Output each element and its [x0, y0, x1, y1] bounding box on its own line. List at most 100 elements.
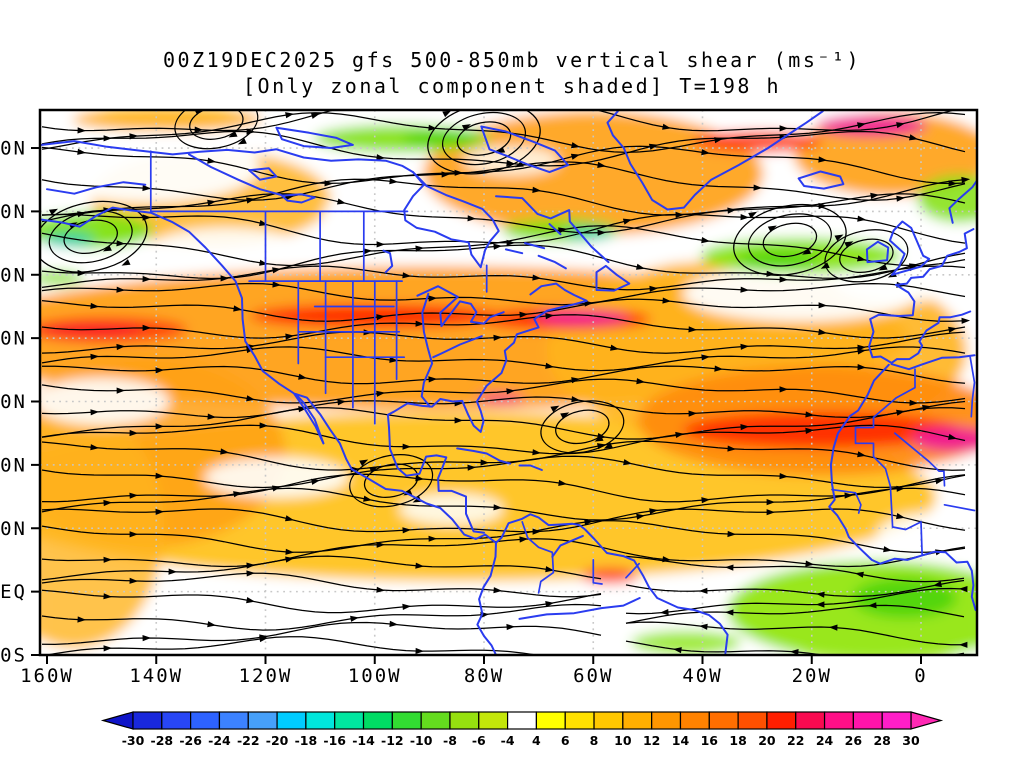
- colorbar-segment: [190, 711, 221, 730]
- streamline: [625, 579, 965, 598]
- latitude-tick-label: 60N: [0, 201, 27, 223]
- streamline-arrow: [246, 197, 255, 204]
- colorbar-tick-label: 12: [643, 733, 660, 748]
- coastline: [495, 195, 610, 264]
- streamline-arrow: [802, 248, 812, 255]
- streamline-arrow: [724, 564, 734, 571]
- streamline: [41, 603, 602, 631]
- streamline-arrow: [90, 444, 100, 451]
- streamline-arrow: [855, 571, 864, 578]
- streamline-arrow: [207, 413, 217, 420]
- streamline-arrow: [142, 324, 152, 331]
- streamline-arrow: [545, 601, 555, 608]
- coastline: [476, 541, 497, 654]
- streamline-arrow: [779, 386, 789, 393]
- streamline-arrow: [688, 410, 698, 417]
- streamline-arrow: [818, 156, 828, 163]
- border-line: [893, 432, 946, 487]
- streamline-arrow: [129, 577, 139, 584]
- coastline: [524, 242, 546, 250]
- vortex-ring: [747, 213, 832, 267]
- streamline-arrow: [467, 215, 477, 222]
- streamline-arrow: [493, 504, 503, 511]
- streamline-arrow: [246, 395, 255, 402]
- streamline-arrow: [77, 269, 87, 277]
- streamline-arrow: [571, 396, 581, 403]
- shading-blob: [402, 131, 479, 146]
- vortex-ring: [555, 409, 610, 445]
- streamline-arrow: [659, 609, 669, 616]
- streamline-arrow: [818, 328, 828, 336]
- colorbar-tick-label: 6: [561, 733, 570, 748]
- coastline: [504, 248, 524, 255]
- streamline-arrow: [415, 245, 425, 252]
- streamline-arrow: [636, 378, 646, 385]
- streamline-arrow: [870, 192, 880, 199]
- colorbar-segment: [449, 711, 480, 730]
- streamline-arrow: [816, 591, 825, 598]
- streamline-arrow: [867, 602, 877, 609]
- colorbar-segment: [276, 711, 307, 730]
- border-line: [854, 416, 894, 528]
- streamline-arrow: [701, 237, 710, 244]
- streamline-arrow: [285, 333, 295, 340]
- coastline: [386, 282, 588, 433]
- streamline-arrow: [701, 497, 711, 504]
- colorbar-tick-label: -26: [179, 733, 202, 748]
- streamline: [625, 587, 965, 615]
- shading-blob: [834, 259, 965, 304]
- streamline: [625, 555, 965, 583]
- streamline-arrow: [168, 568, 178, 575]
- streamline-arrow: [454, 417, 464, 424]
- streamline-arrow: [935, 478, 944, 485]
- streamline-arrow: [857, 215, 867, 222]
- colorbar-segment: [420, 711, 451, 730]
- shading-blob: [353, 605, 484, 642]
- streamline-arrow: [857, 348, 866, 355]
- colorbar-tick-label: 16: [701, 733, 719, 748]
- streamline-arrow: [116, 240, 126, 247]
- streamline-arrow: [272, 267, 281, 274]
- streamline-arrow: [285, 112, 294, 119]
- colorbar-tick-label: -20: [266, 733, 289, 748]
- streamline-arrow: [558, 227, 567, 234]
- colorbar-segment: [823, 711, 854, 730]
- streamline-arrow: [532, 186, 542, 193]
- streamline-arrow: [649, 508, 658, 515]
- coastline: [868, 276, 972, 364]
- streamline-arrow: [550, 405, 560, 413]
- colorbar-tick-label: 18: [729, 733, 746, 748]
- streamline-arrow: [376, 390, 386, 397]
- vortex-ring: [733, 203, 847, 276]
- coastline: [890, 354, 976, 371]
- streamline-arrow: [779, 276, 789, 283]
- colorbar-segment: [593, 711, 624, 730]
- streamline-arrow: [948, 326, 957, 333]
- streamline-arrow: [376, 154, 386, 161]
- streamline: [41, 244, 966, 280]
- streamline-arrow: [103, 135, 113, 142]
- streamline-arrow: [363, 248, 373, 255]
- colorbar-tick-label: -6: [472, 733, 486, 748]
- streamline-arrow: [519, 536, 529, 543]
- streamline-arrow: [740, 343, 750, 350]
- colorbar-segment: [478, 711, 509, 730]
- streamline-arrow: [441, 171, 451, 178]
- streamline-arrow: [237, 138, 247, 145]
- streamline-arrow: [246, 570, 256, 577]
- colorbar-tick-label: -16: [323, 733, 346, 748]
- longitude-tick-label: 0: [914, 665, 927, 687]
- streamline-arrow: [311, 478, 320, 485]
- streamline-arrow: [818, 302, 828, 309]
- streamline-arrow: [570, 153, 580, 160]
- streamline-arrow: [195, 111, 201, 115]
- longitude-tick-label: 20W: [792, 665, 832, 687]
- colorbar-segment: [708, 711, 739, 730]
- colorbar-tick-label: 22: [787, 733, 804, 748]
- border-line: [872, 368, 916, 419]
- streamline-arrow: [493, 334, 503, 341]
- streamline-arrow: [779, 125, 789, 132]
- coastline: [420, 292, 434, 408]
- colorbar-segment: [766, 711, 797, 730]
